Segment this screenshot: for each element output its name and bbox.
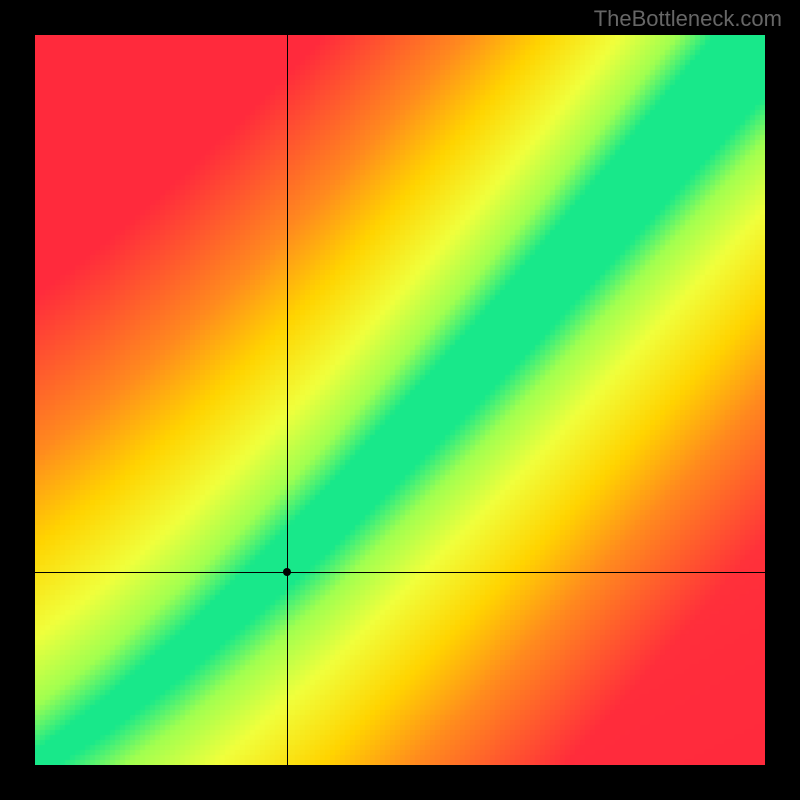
- crosshair-vertical: [287, 35, 288, 765]
- crosshair-marker: [283, 568, 291, 576]
- crosshair-horizontal: [35, 572, 765, 573]
- heatmap-canvas: [35, 35, 765, 765]
- heatmap-plot: [35, 35, 765, 765]
- watermark-text: TheBottleneck.com: [594, 6, 782, 32]
